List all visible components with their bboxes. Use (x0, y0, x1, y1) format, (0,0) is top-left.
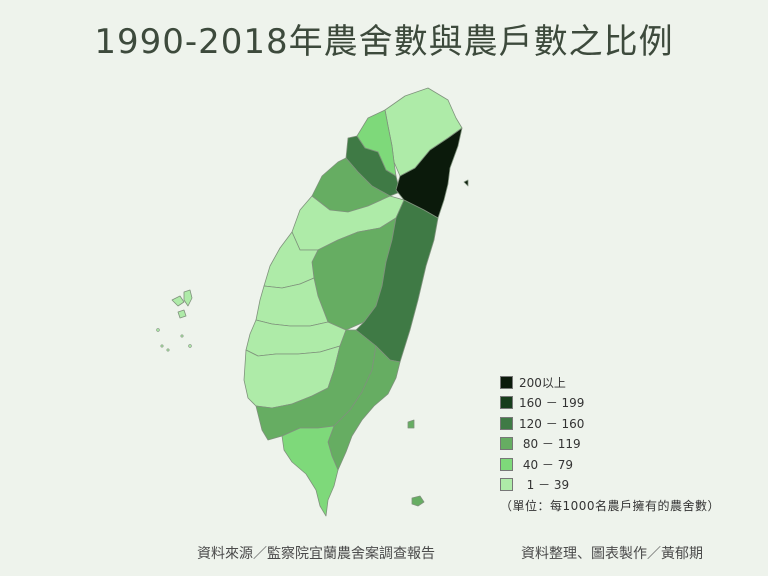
island-penghu-3 (177, 309, 187, 319)
legend-swatch (500, 457, 513, 471)
legend-label: 40 － 79 (519, 457, 573, 472)
map-legend: 200以上 160 － 199 120 － 160 80 － 119 40 － … (500, 372, 762, 514)
region-pingtung (281, 425, 339, 517)
legend-item: 40 － 79 (500, 454, 762, 475)
legend-item: 80 － 119 (500, 434, 762, 455)
legend-swatch (500, 437, 513, 451)
legend-label: 120 － 160 (519, 416, 585, 431)
legend-swatch (500, 396, 513, 410)
legend-swatch (500, 375, 513, 389)
legend-unit-note: （單位：每1000名農戶擁有的農舍數） (500, 499, 721, 513)
legend-item: 200以上 (500, 372, 762, 393)
legend-item: 120 － 160 (500, 413, 762, 434)
island-green (407, 419, 415, 429)
legend-label: 200以上 (519, 375, 566, 390)
island-keelung (463, 179, 469, 187)
legend-swatch (500, 416, 513, 430)
legend-label: 80 － 119 (519, 437, 581, 452)
legend-label: 160 － 199 (519, 396, 585, 411)
data-source: 資料來源／監察院宜蘭農舍案調查報告 (197, 546, 435, 562)
island-penghu-2 (183, 289, 193, 307)
legend-item: 1 － 39 (500, 475, 762, 496)
legend-label: 1 － 39 (519, 478, 570, 493)
legend-swatch (500, 478, 513, 492)
island-orchid (411, 495, 425, 507)
map-title: 1990-2018年農舍數與農戶數之比例 (94, 22, 674, 62)
legend-item: 160 － 199 (500, 393, 762, 414)
island-penghu (171, 295, 185, 307)
author-credit: 資料整理、圖表製作／黃郁期 (521, 546, 703, 562)
